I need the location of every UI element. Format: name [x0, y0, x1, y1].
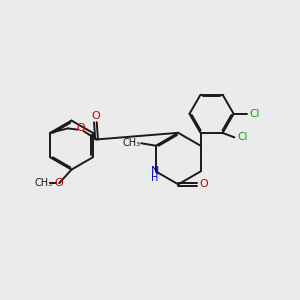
Text: O: O — [199, 179, 208, 189]
Text: O: O — [91, 111, 100, 121]
Text: N: N — [151, 167, 159, 176]
Text: CH₃: CH₃ — [123, 138, 141, 148]
Text: O: O — [76, 123, 85, 134]
Text: Cl: Cl — [237, 132, 247, 142]
Text: CH₃: CH₃ — [35, 178, 53, 188]
Text: Cl: Cl — [250, 109, 260, 119]
Text: H: H — [151, 173, 158, 183]
Text: O: O — [55, 178, 64, 188]
